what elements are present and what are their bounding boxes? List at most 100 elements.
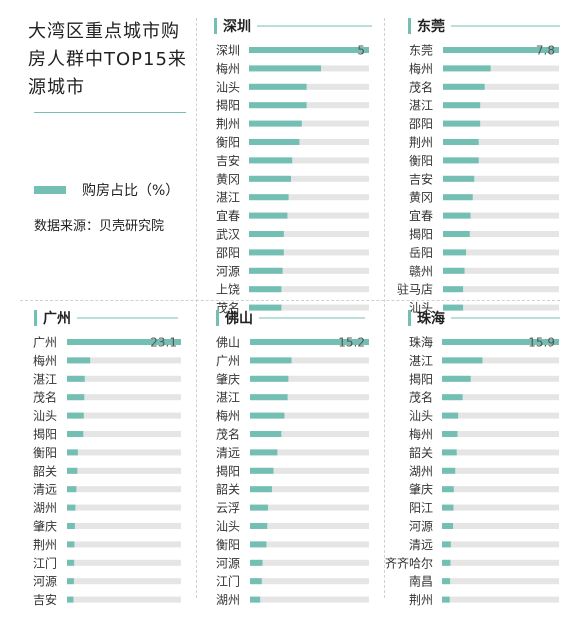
- bar: [443, 231, 470, 237]
- category-label: 赣州: [409, 264, 433, 278]
- category-label: 河源: [33, 575, 57, 589]
- bar: [67, 394, 85, 401]
- bar: [67, 431, 84, 437]
- bar-track: [442, 596, 559, 603]
- category-label: 阳江: [409, 501, 433, 515]
- bar: [443, 83, 485, 90]
- bar: [249, 65, 321, 72]
- title-divider: [34, 112, 186, 113]
- bar: [67, 339, 181, 345]
- bar-track: [250, 431, 369, 437]
- bar: [250, 559, 263, 566]
- category-label: 湛江: [33, 372, 57, 386]
- bar: [67, 375, 85, 382]
- bar: [443, 65, 491, 72]
- category-label: 揭阳: [409, 227, 433, 242]
- category-label: 汕头: [216, 80, 240, 94]
- bar: [250, 578, 262, 585]
- category-label: 邵阳: [409, 117, 433, 131]
- bar-track: [249, 157, 369, 164]
- bar: [67, 449, 78, 456]
- bar-track: [67, 486, 181, 493]
- category-label: 广州: [216, 354, 240, 368]
- bar-track: [443, 83, 559, 90]
- bar: [67, 486, 77, 493]
- bar: [443, 249, 467, 256]
- bar-track: [249, 102, 369, 109]
- bar-track: [249, 212, 369, 219]
- bar: [250, 394, 288, 401]
- category-label: 江门: [33, 555, 57, 570]
- bar: [249, 249, 284, 256]
- data-label: 7.8: [536, 44, 555, 58]
- bar: [443, 286, 464, 293]
- bar: [250, 467, 274, 474]
- category-label: 汕头: [409, 301, 433, 315]
- legend-swatch: [34, 186, 66, 194]
- category-label: 荆州: [409, 593, 433, 607]
- source-note: 数据来源：贝壳研究院: [34, 219, 165, 234]
- bar-track: [249, 120, 369, 127]
- category-label: 驻马店: [397, 282, 433, 297]
- bar: [249, 157, 293, 164]
- category-label: 肇庆: [33, 519, 57, 534]
- category-label: 宜春: [216, 208, 240, 223]
- divider-vertical-1: [196, 18, 197, 598]
- bar: [443, 120, 481, 127]
- bar-track: [250, 375, 369, 382]
- bar-track: [67, 357, 181, 364]
- category-label: 揭阳: [33, 427, 57, 442]
- bar-track: [250, 467, 369, 474]
- bar-track: [443, 194, 559, 201]
- category-label: 梅州: [33, 353, 57, 368]
- bar-track: [250, 449, 369, 456]
- bar-track: [67, 504, 181, 511]
- category-label: 江门: [216, 574, 240, 589]
- bar: [250, 486, 272, 493]
- bar: [443, 175, 475, 182]
- category-label: 梅州: [409, 427, 433, 442]
- bar: [442, 578, 451, 585]
- category-label: 荆州: [409, 136, 433, 150]
- category-label: 汕头: [33, 409, 57, 423]
- chart-title: 大湾区重点城市购房人群中TOP15来源城市: [28, 21, 187, 98]
- category-label: 黄冈: [409, 191, 433, 205]
- bar-track: [249, 83, 369, 90]
- bar-track: [442, 523, 559, 529]
- category-label: 武汉: [216, 228, 240, 242]
- category-label: 梅州: [216, 61, 240, 76]
- category-label: 南昌: [409, 574, 433, 589]
- bar-track: [442, 412, 559, 419]
- data-label: 5: [357, 44, 365, 58]
- category-label: 湖州: [33, 500, 57, 515]
- bar-track: [442, 449, 559, 456]
- bar: [250, 375, 289, 382]
- bar-track: [443, 212, 559, 219]
- category-label: 河源: [216, 264, 240, 278]
- panel-marker: [216, 310, 219, 326]
- bar: [250, 504, 269, 511]
- category-label: 珠海: [409, 335, 433, 350]
- bar: [250, 412, 285, 419]
- bar-track: [442, 431, 559, 437]
- bar-track: [250, 357, 369, 364]
- category-label: 衡阳: [216, 136, 240, 150]
- category-label: 河源: [216, 556, 240, 570]
- bar-track: [249, 175, 369, 182]
- category-label: 韶关: [33, 463, 57, 478]
- bar: [249, 102, 307, 109]
- bar: [443, 267, 465, 274]
- bar: [443, 194, 473, 201]
- category-label: 茂名: [409, 79, 433, 94]
- bar-track: [250, 596, 369, 603]
- bar: [442, 339, 559, 345]
- category-label: 吉安: [216, 153, 240, 168]
- data-label: 23.1: [150, 336, 177, 350]
- bar-track: [249, 249, 369, 256]
- bar: [442, 596, 450, 603]
- category-label: 衡阳: [216, 538, 240, 552]
- data-label: 15.9: [528, 336, 555, 350]
- bar: [443, 102, 481, 109]
- category-label: 清远: [33, 483, 57, 497]
